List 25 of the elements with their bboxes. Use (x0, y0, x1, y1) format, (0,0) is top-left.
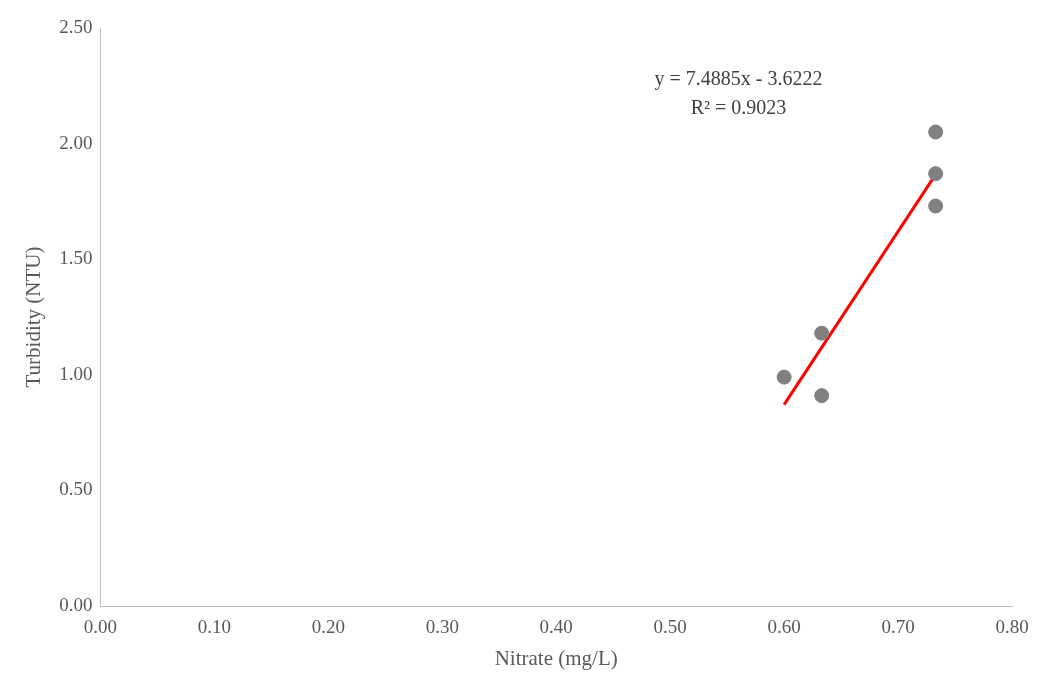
point (928, 198, 944, 214)
y-tick-label: 2.00 (59, 131, 93, 153)
x-tick-label: 0.00 (83, 616, 118, 638)
point (928, 124, 944, 140)
x-tick-label: 0.20 (311, 616, 345, 638)
point (814, 388, 830, 404)
y-tick-label: 1.00 (59, 362, 93, 384)
point (928, 166, 944, 182)
x-tick-label: 0.30 (425, 616, 459, 638)
x-tick-label: 0.10 (197, 616, 232, 638)
y-axis-title: Turbidity (NTU) (21, 246, 46, 388)
annotation: R² = 0.9023 (690, 96, 787, 119)
x-tick-label: 0.50 (653, 616, 687, 638)
x-tick-label: 0.80 (995, 616, 1029, 638)
y-tick-label: 0.00 (59, 593, 93, 615)
x-tick-label: 0.70 (881, 616, 915, 638)
x-tick-label: 0.40 (539, 616, 573, 638)
x-tick-label: 0.60 (767, 616, 801, 638)
y-tick-label: 2.50 (59, 15, 93, 37)
y-tick-label: 1.50 (59, 247, 93, 269)
y-tick-label: 0.50 (59, 478, 93, 500)
annotation: y = 7.4885x - 3.6222 (654, 67, 823, 91)
point (814, 325, 830, 341)
x-axis-title: Nitrate (mg/L) (494, 645, 618, 670)
point (776, 369, 792, 385)
